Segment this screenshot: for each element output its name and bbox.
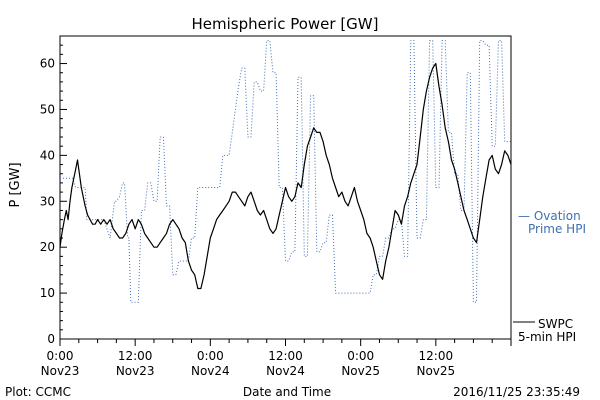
chart-title: Hemispheric Power [GW] bbox=[192, 15, 379, 33]
x-axis-label: Date and Time bbox=[243, 385, 331, 399]
y-tick-label: 30 bbox=[40, 194, 55, 208]
y-axis-label: P [GW] bbox=[8, 162, 23, 207]
x-tick-label: 12:00 bbox=[268, 349, 303, 363]
footer-timestamp: 2016/11/25 23:35:49 bbox=[453, 385, 580, 399]
x-tick-label: Nov23 bbox=[116, 364, 155, 378]
y-tick-label: 0 bbox=[47, 332, 55, 346]
x-tick-label: Nov24 bbox=[266, 364, 305, 378]
x-tick-label: Nov25 bbox=[341, 364, 380, 378]
series-layer bbox=[59, 40, 512, 303]
x-tick-label: Nov23 bbox=[41, 364, 80, 378]
x-tick-label: 0:00 bbox=[47, 349, 74, 363]
x-tick-label: 12:00 bbox=[118, 349, 153, 363]
y-axis-ticks: 0 10 20 30 40 50 60 bbox=[40, 35, 67, 346]
footer-credit: Plot: CCMC bbox=[5, 385, 71, 399]
x-axis-ticks: 0:00Nov2312:00Nov230:00Nov2412:00Nov240:… bbox=[41, 339, 512, 378]
x-tick-label: Nov25 bbox=[416, 364, 455, 378]
legend-swpc-line2: 5-min HPI bbox=[518, 330, 576, 344]
swpc-hpi-series-line bbox=[59, 62, 512, 290]
y-tick-label: 10 bbox=[40, 286, 55, 300]
x-tick-label: Nov24 bbox=[191, 364, 230, 378]
x-tick-label: 12:00 bbox=[419, 349, 454, 363]
ovation-prime-series-line bbox=[60, 40, 511, 303]
legend: SWPC 5-min HPI — Ovation Prime HPI bbox=[513, 209, 586, 344]
legend-ovation-line2: Prime HPI bbox=[528, 222, 586, 236]
x-tick-label: 0:00 bbox=[347, 349, 374, 363]
legend-swpc-line1: SWPC bbox=[538, 317, 573, 331]
y-tick-label: 20 bbox=[40, 240, 55, 254]
x-tick-label: 0:00 bbox=[197, 349, 224, 363]
legend-ovation-line1: — Ovation bbox=[518, 209, 581, 223]
y-tick-label: 50 bbox=[40, 102, 55, 116]
y-tick-label: 60 bbox=[40, 57, 55, 71]
y-tick-label: 40 bbox=[40, 148, 55, 162]
